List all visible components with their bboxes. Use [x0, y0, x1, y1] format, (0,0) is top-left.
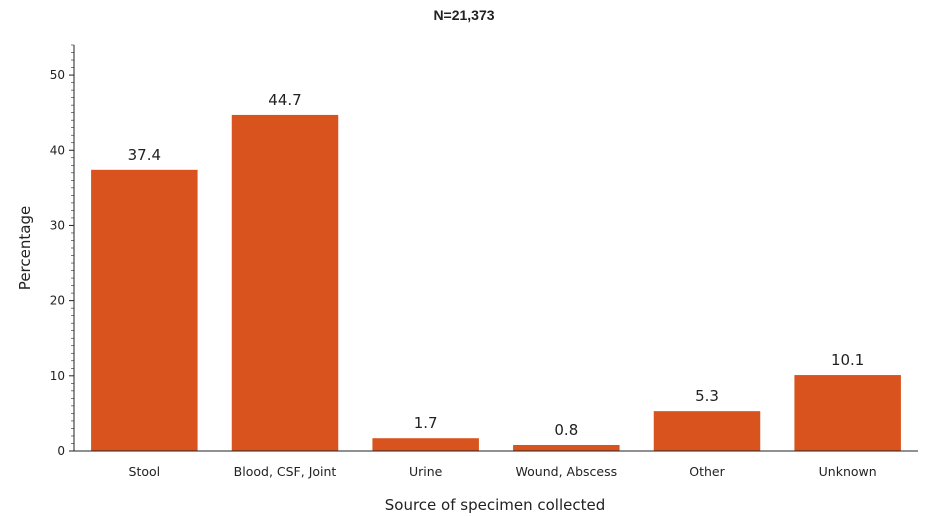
y-tick-label: 0	[57, 444, 65, 458]
data-label: 10.1	[831, 351, 864, 369]
category-label: Urine	[409, 464, 443, 479]
y-axis-label: Percentage	[16, 206, 34, 290]
y-tick-label: 10	[50, 369, 65, 383]
bar	[653, 411, 761, 451]
bar	[231, 114, 339, 451]
data-labels: 37.4 44.7 1.7 0.8 5.3 10.1	[128, 91, 865, 439]
bar	[794, 375, 901, 451]
category-label: Unknown	[819, 464, 877, 479]
category-label: Blood, CSF, Joint	[234, 464, 337, 479]
bar	[372, 438, 479, 451]
bar	[513, 444, 620, 451]
category-label: Wound, Abscess	[516, 464, 618, 479]
bar	[91, 169, 198, 451]
category-labels: Stool Blood, CSF, Joint Urine Wound, Absces…	[129, 464, 877, 479]
category-label: Other	[689, 464, 725, 479]
data-label: 1.7	[414, 414, 438, 432]
x-axis-label: Source of specimen collected	[385, 496, 605, 514]
y-tick-label: 40	[50, 143, 65, 157]
data-label: 37.4	[128, 146, 161, 164]
chart-title: N=21,373	[433, 7, 494, 23]
y-tick-label: 50	[50, 68, 65, 82]
category-label: Stool	[129, 464, 161, 479]
y-axis-ticks: 0 10 20 30 40 50	[50, 44, 74, 458]
data-label: 0.8	[554, 421, 578, 439]
bars	[91, 114, 901, 451]
y-tick-label: 30	[50, 218, 65, 232]
data-label: 5.3	[695, 387, 719, 405]
data-label: 44.7	[268, 91, 301, 109]
y-tick-label: 20	[50, 294, 65, 308]
